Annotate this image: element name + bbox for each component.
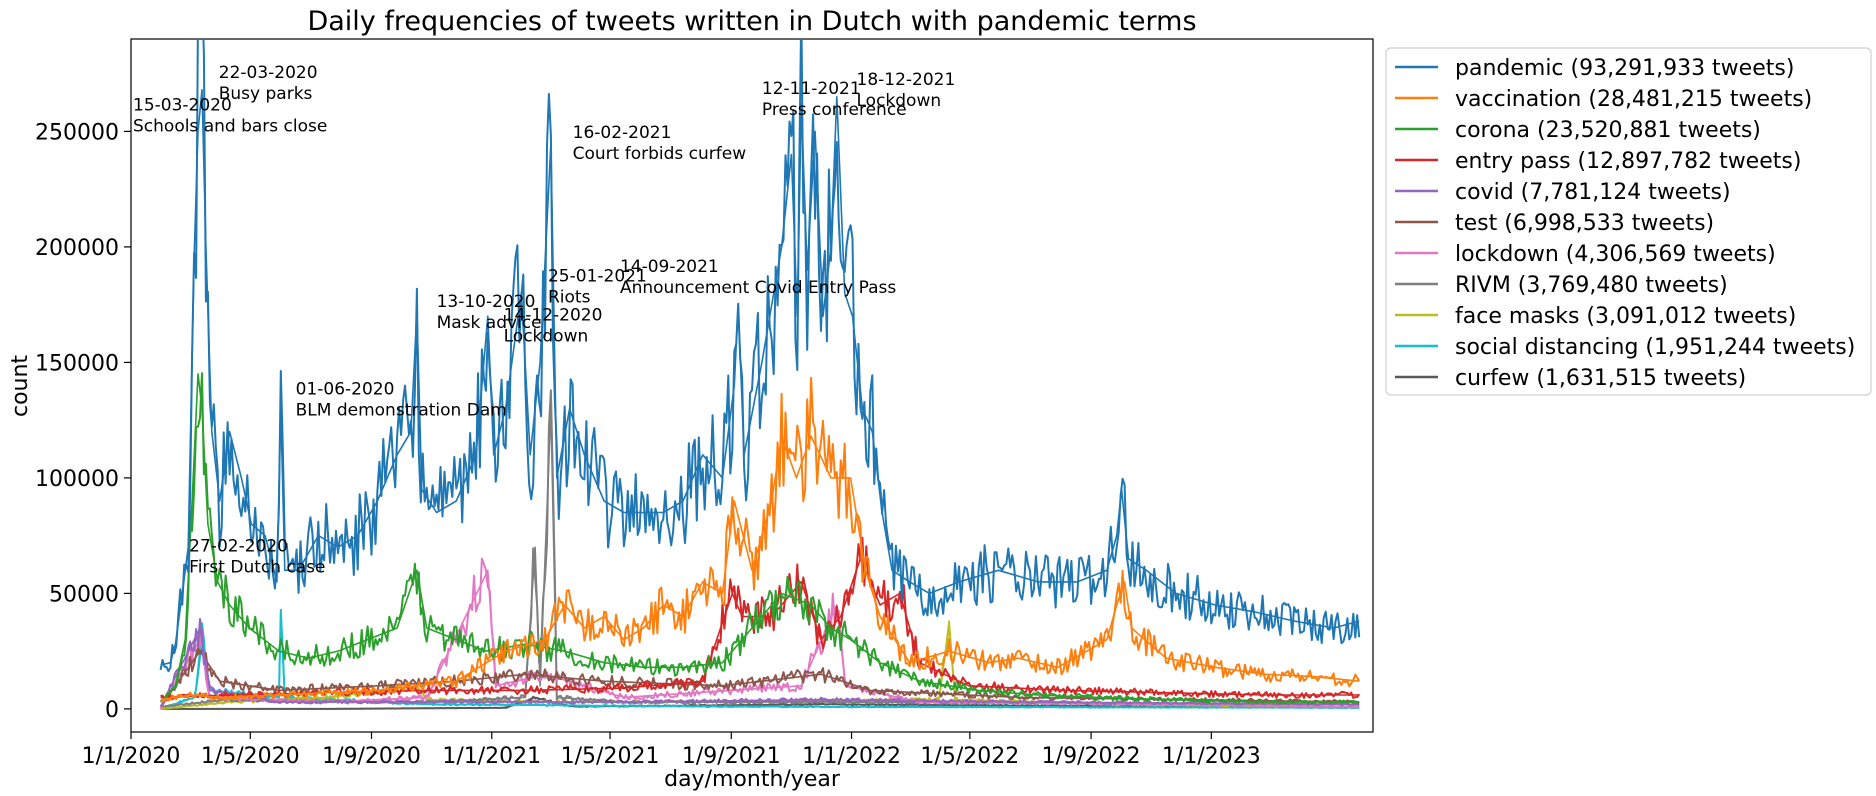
y-tick-label: 200000 [35,236,119,261]
annotation-text: Lockdown [504,327,589,347]
legend-entry: social distancing (1,951,244 tweets) [1455,335,1855,360]
annotation-date: 22-03-2020 [219,63,318,83]
annotation-text: BLM demonstration Dam [296,401,507,421]
x-tick-label: 1/5/2022 [920,744,1019,769]
series-line [160,376,1361,703]
y-tick-label: 100000 [35,467,119,492]
annotation-text: Mask advice [437,313,542,333]
series-peak-line [160,696,1360,710]
x-axis-label: day/month/year [664,767,841,792]
x-tick-label: 1/5/2021 [561,744,660,769]
annotation-date: 01-06-2020 [296,380,395,400]
x-tick-label: 1/1/2023 [1162,744,1261,769]
annotation-text: Press conference [762,100,907,120]
legend-entry: pandemic (93,291,933 tweets) [1455,56,1794,81]
y-tick-label: 250000 [35,120,119,145]
x-tick-label: 1/1/2022 [802,744,901,769]
y-axis: 0 50000 100000 150000 200000 250000 [35,120,131,723]
annotation-text: Announcement Covid Entry Pass [620,278,896,298]
series-line [159,647,1360,708]
legend-box [1385,47,1872,396]
y-tick-label: 0 [105,698,119,723]
legend-entry: covid (7,781,124 tweets) [1455,180,1731,205]
legend-entry: test (6,998,533 tweets) [1455,211,1714,236]
x-tick-label: 1/1/2021 [442,744,541,769]
legend-entry: lockdown (4,306,569 tweets) [1455,242,1776,267]
series-peak-line [160,435,1360,701]
annotation-text: Busy parks [219,84,313,104]
y-tick-label: 50000 [49,582,119,607]
plot-area [130,38,1374,733]
legend: pandemic (93,291,933 tweets) vaccination … [1385,47,1872,396]
y-tick-label: 150000 [35,351,119,376]
legend-entry: curfew (1,631,515 tweets) [1455,366,1746,391]
legend-entry: RIVM (3,769,480 tweets) [1455,273,1728,298]
annotation-date: 16-02-2021 [573,123,672,143]
annotation-text: Lockdown [857,91,942,111]
annotation-date: 15-03-2020 [133,95,232,115]
annotation-text: Schools and bars close [133,116,327,136]
x-tick-label: 1/9/2020 [322,744,421,769]
annotation-text: First Dutch case [189,558,325,578]
annotation-date: 14-09-2021 [620,257,719,277]
legend-entry: vaccination (28,481,215 tweets) [1455,87,1812,112]
annotation-text: Court forbids curfew [573,144,747,164]
y-axis-label: count [8,355,33,417]
x-tick-label: 1/9/2022 [1042,744,1141,769]
series-peak-line [160,615,1360,710]
annotation-date: 18-12-2021 [857,70,956,90]
x-axis: 1/1/2020 1/5/2020 1/9/2020 1/1/2021 1/5/2021… [82,732,1261,769]
series-peak-line [159,650,1360,708]
series-peak-line [160,89,1360,666]
series-line [159,39,1361,673]
annotation-date: 27-02-2020 [189,537,288,557]
series-peak-line [159,627,1360,707]
chart-title: Daily frequencies of tweets written in D… [307,6,1196,37]
legend-entry: face masks (3,091,012 tweets) [1455,304,1796,329]
annotation-date: 13-10-2020 [437,292,536,312]
x-tick-label: 1/9/2021 [682,744,781,769]
annotation-date: 14-12-2020 [504,306,603,326]
x-tick-label: 1/1/2020 [82,744,181,769]
annotation-date: 12-11-2021 [762,79,861,99]
annotation-date: 25-01-2021 [548,266,647,286]
legend-entry: entry pass (12,897,782 tweets) [1455,149,1801,174]
annotation-text: Riots [548,287,591,307]
legend-entry: corona (23,520,881 tweets) [1455,118,1761,143]
x-tick-label: 1/5/2020 [201,744,300,769]
